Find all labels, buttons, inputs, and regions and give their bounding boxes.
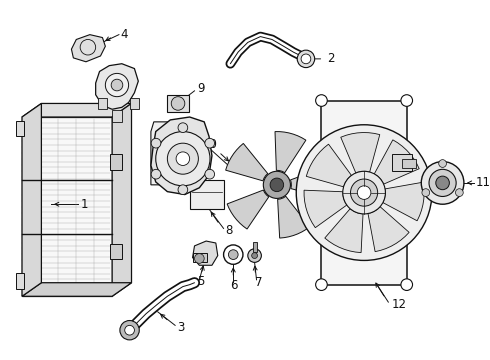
Polygon shape bbox=[225, 143, 268, 181]
Polygon shape bbox=[112, 103, 131, 296]
Circle shape bbox=[178, 185, 188, 194]
Circle shape bbox=[105, 73, 128, 97]
Polygon shape bbox=[22, 117, 112, 296]
Text: 5: 5 bbox=[197, 275, 205, 288]
Circle shape bbox=[429, 169, 456, 197]
Circle shape bbox=[248, 249, 261, 262]
Circle shape bbox=[401, 95, 413, 106]
Circle shape bbox=[316, 279, 327, 291]
Circle shape bbox=[422, 189, 430, 197]
Circle shape bbox=[456, 189, 463, 197]
Circle shape bbox=[205, 138, 215, 148]
Circle shape bbox=[178, 123, 188, 132]
Circle shape bbox=[151, 138, 161, 148]
Circle shape bbox=[205, 169, 215, 179]
Circle shape bbox=[171, 97, 185, 110]
Circle shape bbox=[156, 131, 210, 186]
Text: 9: 9 bbox=[197, 82, 205, 95]
Text: 1: 1 bbox=[81, 198, 89, 211]
Polygon shape bbox=[325, 209, 363, 253]
Bar bbox=[402, 159, 416, 168]
Circle shape bbox=[350, 179, 378, 206]
Bar bbox=[112, 110, 122, 122]
Bar bbox=[110, 154, 122, 170]
Bar bbox=[129, 98, 139, 109]
Circle shape bbox=[421, 162, 464, 204]
Polygon shape bbox=[72, 35, 105, 62]
Polygon shape bbox=[383, 182, 424, 221]
Bar bbox=[168, 95, 189, 112]
Bar bbox=[16, 273, 24, 288]
Text: 11: 11 bbox=[475, 176, 490, 189]
Bar bbox=[16, 121, 24, 136]
Circle shape bbox=[228, 250, 238, 260]
Polygon shape bbox=[151, 117, 212, 194]
Circle shape bbox=[176, 152, 190, 166]
Polygon shape bbox=[227, 190, 269, 229]
Circle shape bbox=[223, 245, 243, 264]
Circle shape bbox=[439, 159, 446, 167]
Polygon shape bbox=[291, 167, 330, 199]
Polygon shape bbox=[96, 64, 138, 109]
Bar bbox=[110, 244, 122, 259]
Circle shape bbox=[263, 171, 291, 198]
Circle shape bbox=[162, 152, 170, 159]
Circle shape bbox=[316, 95, 327, 106]
Polygon shape bbox=[275, 131, 306, 173]
Text: 8: 8 bbox=[225, 224, 233, 237]
Text: 2: 2 bbox=[327, 52, 335, 66]
Circle shape bbox=[252, 253, 257, 258]
Polygon shape bbox=[341, 132, 380, 173]
Text: 7: 7 bbox=[255, 276, 262, 289]
Polygon shape bbox=[22, 103, 131, 117]
Circle shape bbox=[270, 178, 284, 192]
Circle shape bbox=[162, 128, 170, 135]
Text: 6: 6 bbox=[230, 279, 238, 292]
Polygon shape bbox=[304, 190, 347, 228]
Circle shape bbox=[301, 54, 311, 64]
Text: 12: 12 bbox=[391, 297, 406, 311]
Polygon shape bbox=[278, 196, 310, 238]
Polygon shape bbox=[368, 207, 409, 252]
Polygon shape bbox=[22, 283, 131, 296]
Bar bbox=[98, 98, 107, 109]
Circle shape bbox=[296, 125, 432, 260]
Polygon shape bbox=[193, 241, 218, 265]
Bar bbox=[190, 180, 223, 209]
Text: 10: 10 bbox=[202, 138, 217, 150]
Polygon shape bbox=[306, 144, 351, 187]
Circle shape bbox=[151, 169, 161, 179]
Circle shape bbox=[436, 176, 449, 190]
Circle shape bbox=[168, 143, 198, 174]
Polygon shape bbox=[374, 140, 419, 184]
Circle shape bbox=[111, 79, 123, 91]
Polygon shape bbox=[151, 122, 193, 185]
Text: 3: 3 bbox=[177, 321, 184, 334]
Polygon shape bbox=[22, 103, 41, 296]
Bar bbox=[321, 100, 407, 285]
Circle shape bbox=[120, 320, 139, 340]
Bar bbox=[392, 154, 412, 171]
Circle shape bbox=[195, 254, 204, 263]
Circle shape bbox=[401, 279, 413, 291]
Bar bbox=[253, 242, 257, 252]
Text: 4: 4 bbox=[121, 28, 128, 41]
Circle shape bbox=[162, 174, 170, 182]
Bar bbox=[193, 253, 207, 262]
Circle shape bbox=[125, 325, 134, 335]
Circle shape bbox=[343, 171, 386, 214]
Circle shape bbox=[357, 186, 371, 199]
Circle shape bbox=[297, 50, 315, 68]
